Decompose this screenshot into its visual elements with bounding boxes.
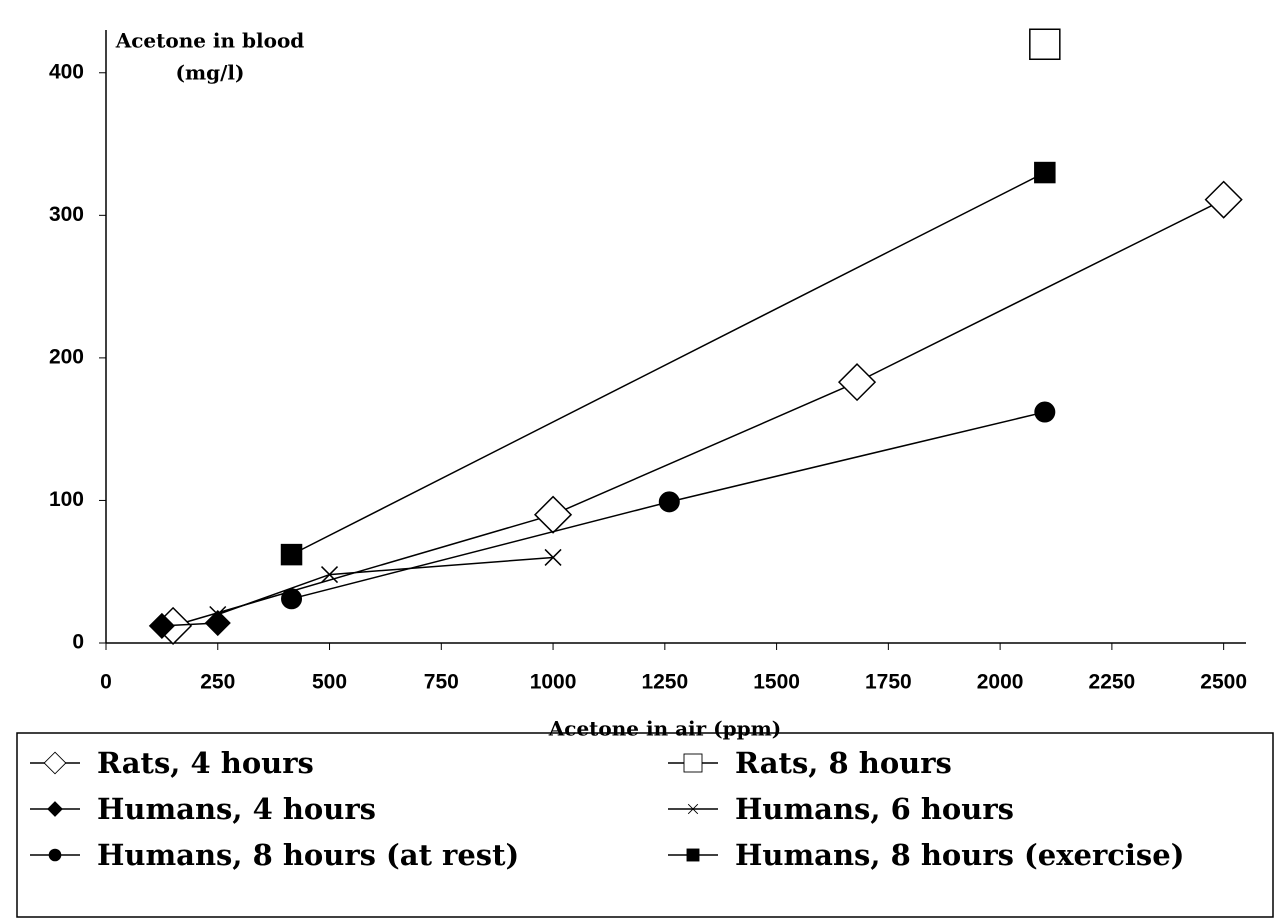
series-line bbox=[291, 171, 1046, 556]
data-point bbox=[280, 543, 303, 566]
data-point bbox=[204, 609, 231, 637]
data-point bbox=[1204, 180, 1243, 219]
x-axis-title: Acetone in air (ppm) bbox=[548, 717, 781, 741]
x-tick-label: 1750 bbox=[865, 671, 912, 694]
legend-label: Rats, 4 hours bbox=[97, 746, 314, 780]
series-line bbox=[172, 198, 1224, 627]
legend-marker bbox=[48, 848, 62, 862]
y-axis-title: Acetone in blood bbox=[115, 29, 305, 53]
y-tick-label: 0 bbox=[72, 631, 84, 654]
x-tick-label: 250 bbox=[200, 671, 235, 694]
legend-label: Humans, 4 hours bbox=[97, 792, 376, 826]
x-tick-label: 750 bbox=[424, 671, 459, 694]
data-point bbox=[544, 548, 562, 566]
x-tick-label: 1250 bbox=[641, 671, 688, 694]
x-tick-label: 2000 bbox=[977, 671, 1024, 694]
data-point bbox=[837, 363, 877, 402]
data-point bbox=[1034, 161, 1056, 184]
data-point bbox=[1034, 401, 1056, 423]
data-point bbox=[209, 605, 227, 624]
legend-label: Humans, 6 hours bbox=[735, 792, 1014, 826]
legend-marker bbox=[683, 753, 703, 773]
y-tick-label: 300 bbox=[49, 203, 84, 226]
legend-marker bbox=[687, 803, 699, 815]
data-point bbox=[320, 566, 339, 584]
y-tick-label: 100 bbox=[49, 488, 84, 511]
legend-label: Humans, 8 hours (exercise) bbox=[735, 838, 1184, 872]
x-tick-label: 2250 bbox=[1089, 671, 1136, 694]
y-axis-title: (mg/l) bbox=[176, 61, 245, 85]
x-tick-label: 2500 bbox=[1200, 671, 1247, 694]
legend-marker bbox=[47, 801, 63, 817]
series-line bbox=[217, 556, 554, 616]
legend-marker bbox=[686, 848, 700, 862]
data-point bbox=[148, 612, 175, 639]
y-tick-label: 200 bbox=[49, 345, 84, 368]
x-tick-label: 500 bbox=[312, 671, 347, 694]
x-tick-label: 0 bbox=[100, 671, 112, 694]
data-point bbox=[533, 495, 573, 534]
data-point bbox=[281, 588, 303, 610]
legend-marker bbox=[43, 751, 67, 775]
data-point bbox=[1029, 28, 1061, 61]
x-tick-label: 1500 bbox=[753, 671, 800, 694]
x-tick-label: 1000 bbox=[530, 671, 577, 694]
legend-box bbox=[16, 732, 1274, 918]
legend-label: Rats, 8 hours bbox=[735, 746, 952, 780]
data-point bbox=[658, 491, 680, 513]
legend-label: Humans, 8 hours (at rest) bbox=[97, 838, 519, 872]
y-tick-label: 400 bbox=[49, 60, 84, 83]
